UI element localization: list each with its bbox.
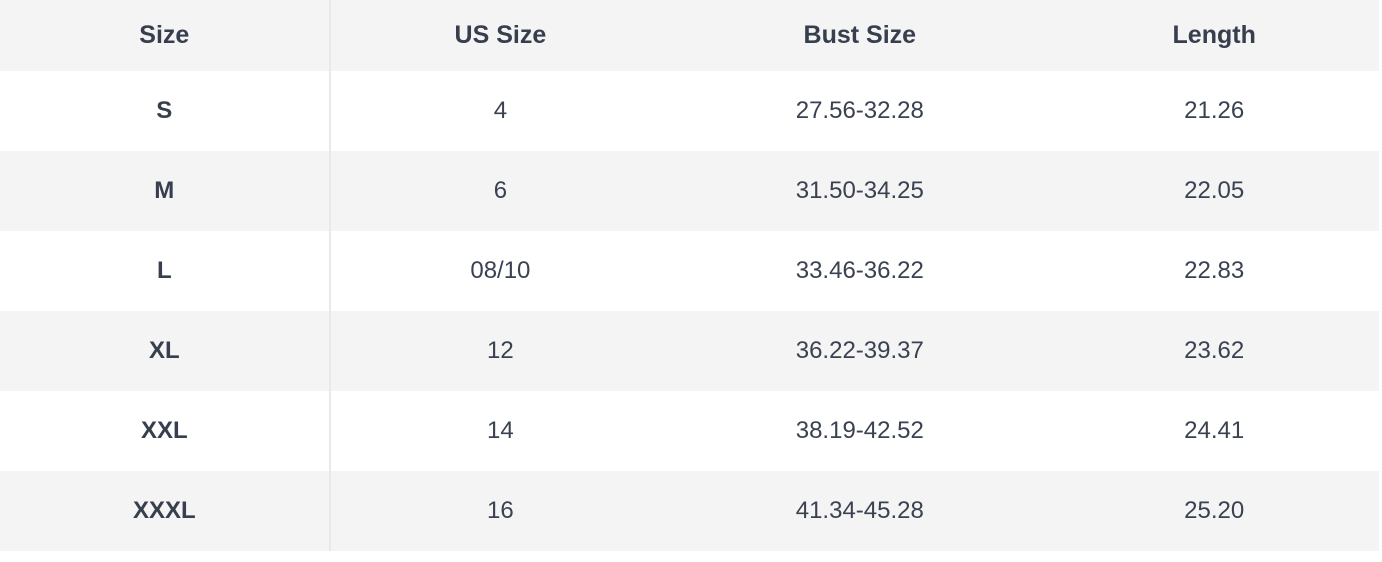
cell-size: M — [0, 151, 331, 231]
cell-size: L — [0, 231, 331, 311]
cell-bust-size: 36.22-39.37 — [670, 311, 1050, 391]
cell-us-size: 14 — [329, 391, 671, 471]
cell-us-size: 4 — [329, 71, 671, 151]
cell-us-size: 6 — [329, 151, 671, 231]
cell-length: 25.20 — [1049, 471, 1379, 551]
size-chart-table: Size US Size Bust Size Length S 4 27.56-… — [0, 0, 1379, 551]
cell-length: 22.05 — [1049, 151, 1379, 231]
table-row-xl: XL 12 36.22-39.37 23.62 — [0, 311, 1379, 391]
cell-bust-size: 31.50-34.25 — [670, 151, 1050, 231]
cell-us-size: 12 — [329, 311, 671, 391]
cell-us-size: 16 — [329, 471, 671, 551]
cell-bust-size: 33.46-36.22 — [670, 231, 1050, 311]
cell-bust-size: 38.19-42.52 — [670, 391, 1050, 471]
table-row-s: S 4 27.56-32.28 21.26 — [0, 71, 1379, 151]
table-row-m: M 6 31.50-34.25 22.05 — [0, 151, 1379, 231]
cell-size: XL — [0, 311, 331, 391]
table-row-l: L 08/10 33.46-36.22 22.83 — [0, 231, 1379, 311]
table-header: Size US Size Bust Size Length — [0, 0, 1379, 71]
cell-length: 24.41 — [1049, 391, 1379, 471]
cell-bust-size: 41.34-45.28 — [670, 471, 1050, 551]
cell-bust-size: 27.56-32.28 — [670, 71, 1050, 151]
column-header-bust-size: Bust Size — [670, 0, 1050, 71]
cell-us-size: 08/10 — [329, 231, 671, 311]
cell-length: 23.62 — [1049, 311, 1379, 391]
cell-length: 22.83 — [1049, 231, 1379, 311]
column-header-size: Size — [0, 0, 331, 71]
column-header-length: Length — [1049, 0, 1379, 71]
cell-size: S — [0, 71, 331, 151]
table-row-xxxl: XXXL 16 41.34-45.28 25.20 — [0, 471, 1379, 551]
table-row-xxl: XXL 14 38.19-42.52 24.41 — [0, 391, 1379, 471]
cell-length: 21.26 — [1049, 71, 1379, 151]
cell-size: XXL — [0, 391, 331, 471]
header-row: Size US Size Bust Size Length — [0, 0, 1379, 71]
column-header-us-size: US Size — [329, 0, 671, 71]
cell-size: XXXL — [0, 471, 331, 551]
table-body: S 4 27.56-32.28 21.26 M 6 31.50-34.25 22… — [0, 71, 1379, 551]
